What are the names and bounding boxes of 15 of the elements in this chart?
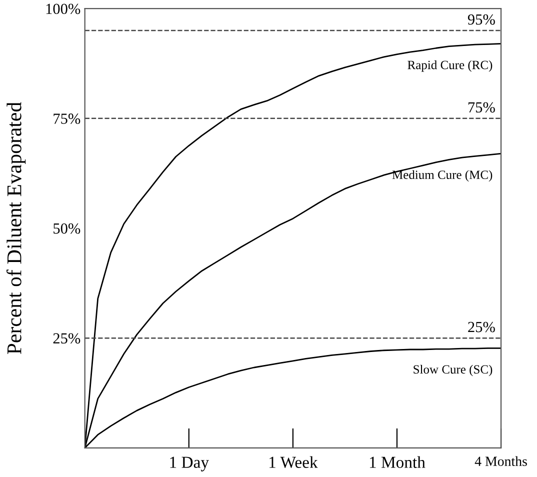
y-tick-label: 75% — [54, 114, 80, 124]
series-label: Slow Cure (SC) — [414, 364, 492, 376]
y-axis-title: Percent of Diluent Evaporated — [6, 102, 26, 354]
y-tick-label: 25% — [53, 333, 80, 344]
ref-line-label: 75% — [468, 102, 495, 113]
series-label: Medium Cure (MC) — [392, 170, 492, 182]
ref-line-label: 25% — [468, 322, 495, 332]
x-tick-label: 1 Week — [270, 456, 318, 468]
series-label: Rapid Cure (RC) — [408, 60, 492, 72]
y-tick-label: 50% — [54, 223, 80, 234]
x-tick-label: 1 Day — [170, 456, 209, 472]
y-tick-label: 100% — [46, 4, 80, 14]
ref-line-label: 95% — [468, 14, 495, 25]
x-tick-label: 4 Months — [474, 456, 527, 466]
x-tick-label: 1 Month — [370, 456, 426, 468]
